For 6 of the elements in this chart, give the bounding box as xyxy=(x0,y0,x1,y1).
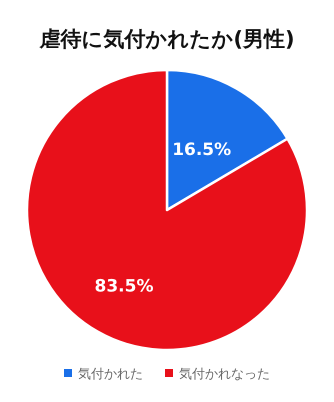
legend-label: 気付かれた xyxy=(78,367,143,382)
chart-title: 虐待に気付かれたか(男性) xyxy=(38,27,295,51)
pie-slice xyxy=(26,68,308,352)
data-label: 16.5% xyxy=(172,140,232,160)
data-label: 83.5% xyxy=(94,276,154,296)
legend-label: 気付かれなった xyxy=(179,367,270,382)
